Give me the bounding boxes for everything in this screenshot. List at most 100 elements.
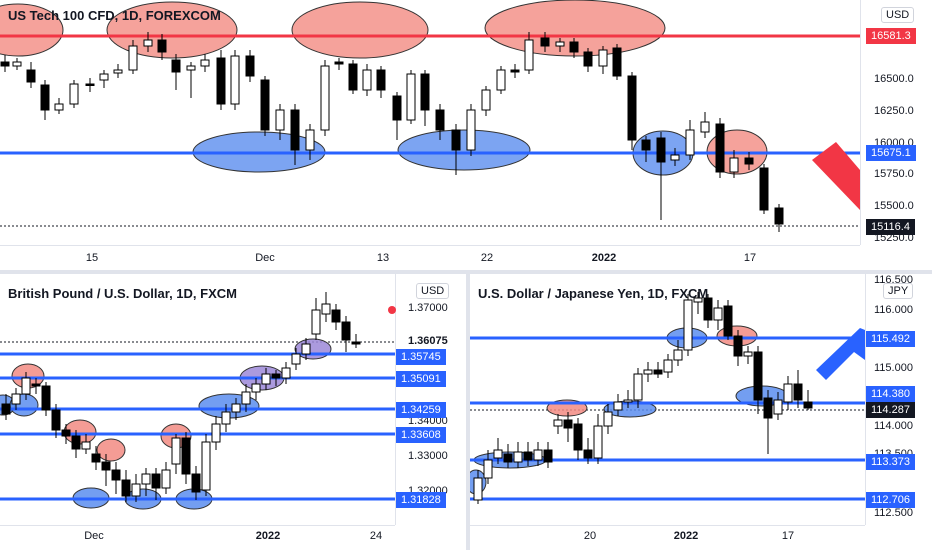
- right-candle: [653, 369, 663, 375]
- top-candle: [334, 61, 344, 65]
- top-candle: [216, 57, 226, 105]
- top-support-ellipse: [397, 129, 531, 171]
- right-candle: [763, 397, 773, 419]
- top-candle: [466, 109, 476, 151]
- left-price-scale-border: [395, 274, 396, 525]
- left-candle: [131, 483, 141, 497]
- right-candle: [503, 453, 513, 463]
- left-candle: [301, 343, 311, 355]
- top-candle: [524, 39, 534, 71]
- left-red-marker-icon: [388, 306, 396, 314]
- top-y-tick-2: 16250.0: [874, 105, 914, 117]
- left-currency-button[interactable]: USD: [416, 283, 450, 299]
- right-time-scale-border: [470, 525, 865, 526]
- top-candle: [627, 75, 637, 141]
- right-candle: [713, 307, 723, 321]
- right-candle: [723, 305, 733, 337]
- top-candle: [759, 167, 769, 211]
- left-candle: [181, 437, 191, 475]
- left-candle: [351, 341, 361, 345]
- right-candle: [563, 419, 573, 429]
- right-currency-button[interactable]: JPY: [883, 283, 914, 299]
- top-chart-panel[interactable]: US Tech 100 CFD, 1D, FOREXCOM USD 16500.…: [0, 0, 932, 270]
- left-candle: [291, 353, 301, 365]
- top-candle: [729, 157, 739, 173]
- top-level-blue-badge: 15675.1: [866, 145, 916, 161]
- right-candle: [683, 299, 693, 351]
- top-candle: [598, 49, 608, 67]
- right-y-tick-1: 116.500: [874, 274, 913, 286]
- left-time-scale-border: [0, 525, 395, 526]
- top-currency-button[interactable]: USD: [881, 7, 915, 23]
- left-date-tick-2: 2022: [255, 530, 281, 542]
- top-candle: [171, 59, 181, 73]
- top-level-red-badge: 16581.3: [866, 28, 916, 44]
- right-candle: [753, 351, 763, 401]
- right-candle: [603, 411, 613, 427]
- top-candle: [774, 207, 784, 225]
- left-y-tick-3: 1.34000: [408, 415, 448, 427]
- left-candle: [261, 373, 271, 385]
- horizontal-divider: [0, 270, 932, 274]
- top-candle: [481, 89, 491, 111]
- left-candle: [41, 385, 51, 411]
- top-resistance-ellipse: [291, 1, 429, 59]
- right-candle: [493, 449, 503, 459]
- top-candle: [12, 61, 22, 67]
- left-candle: [201, 441, 211, 491]
- right-candle: [553, 419, 563, 427]
- top-date-tick-6: 17: [743, 252, 757, 264]
- top-candle: [290, 109, 300, 151]
- top-candle: [143, 39, 153, 47]
- top-y-tick-5: 15500.0: [874, 200, 914, 212]
- left-candle: [231, 403, 241, 413]
- top-candle: [670, 154, 680, 161]
- left-level-badge-5: 1.31828: [396, 492, 446, 508]
- top-date-tick-1: 15: [85, 252, 99, 264]
- top-candle: [420, 73, 430, 111]
- right-candle: [543, 449, 553, 463]
- right-blue-up-arrow-icon: [816, 328, 865, 380]
- top-candle: [275, 109, 285, 131]
- left-candle: [101, 461, 111, 471]
- right-chart-panel[interactable]: U.S. Dollar / Japanese Yen, 1D, FXCM JPY…: [470, 274, 932, 550]
- top-chart-canvas[interactable]: [0, 0, 932, 270]
- top-candle: [392, 95, 402, 121]
- top-candle: [320, 65, 330, 131]
- left-candle: [1, 403, 11, 415]
- top-candle: [583, 51, 593, 67]
- left-date-tick-1: Dec: [84, 530, 104, 542]
- right-candle: [513, 451, 523, 463]
- right-candle: [613, 401, 623, 411]
- top-candle: [40, 84, 50, 111]
- top-candle: [451, 129, 461, 151]
- left-level-badge-4: 1.33608: [396, 427, 446, 443]
- top-time-scale-border: [0, 245, 860, 246]
- right-candle: [673, 349, 683, 361]
- right-candle: [663, 359, 673, 373]
- top-candle: [700, 121, 710, 133]
- right-chart-canvas[interactable]: [470, 274, 932, 550]
- left-chart-canvas[interactable]: [0, 274, 466, 550]
- right-candle: [523, 451, 533, 461]
- left-candle: [71, 435, 81, 450]
- left-candle: [51, 409, 61, 431]
- top-candle: [540, 37, 550, 47]
- left-level-ellipse: [96, 438, 126, 462]
- top-candle: [54, 103, 64, 111]
- left-chart-panel[interactable]: British Pound / U.S. Dollar, 1D, FXCM US…: [0, 274, 466, 550]
- left-candle: [161, 469, 171, 489]
- left-candle: [21, 377, 31, 395]
- right-date-tick-2: 2022: [673, 530, 699, 542]
- left-candle: [331, 309, 341, 323]
- right-y-tick-2: 116.000: [874, 304, 913, 316]
- top-candle: [685, 129, 695, 156]
- top-candle: [157, 39, 167, 53]
- right-candle: [483, 459, 493, 479]
- left-candle: [11, 393, 21, 405]
- left-y-tick-4: 1.33000: [408, 450, 448, 462]
- top-candle: [715, 123, 725, 173]
- left-level-badge-1: 1.35745: [396, 349, 446, 365]
- top-candle: [348, 63, 358, 91]
- left-candle: [241, 391, 251, 405]
